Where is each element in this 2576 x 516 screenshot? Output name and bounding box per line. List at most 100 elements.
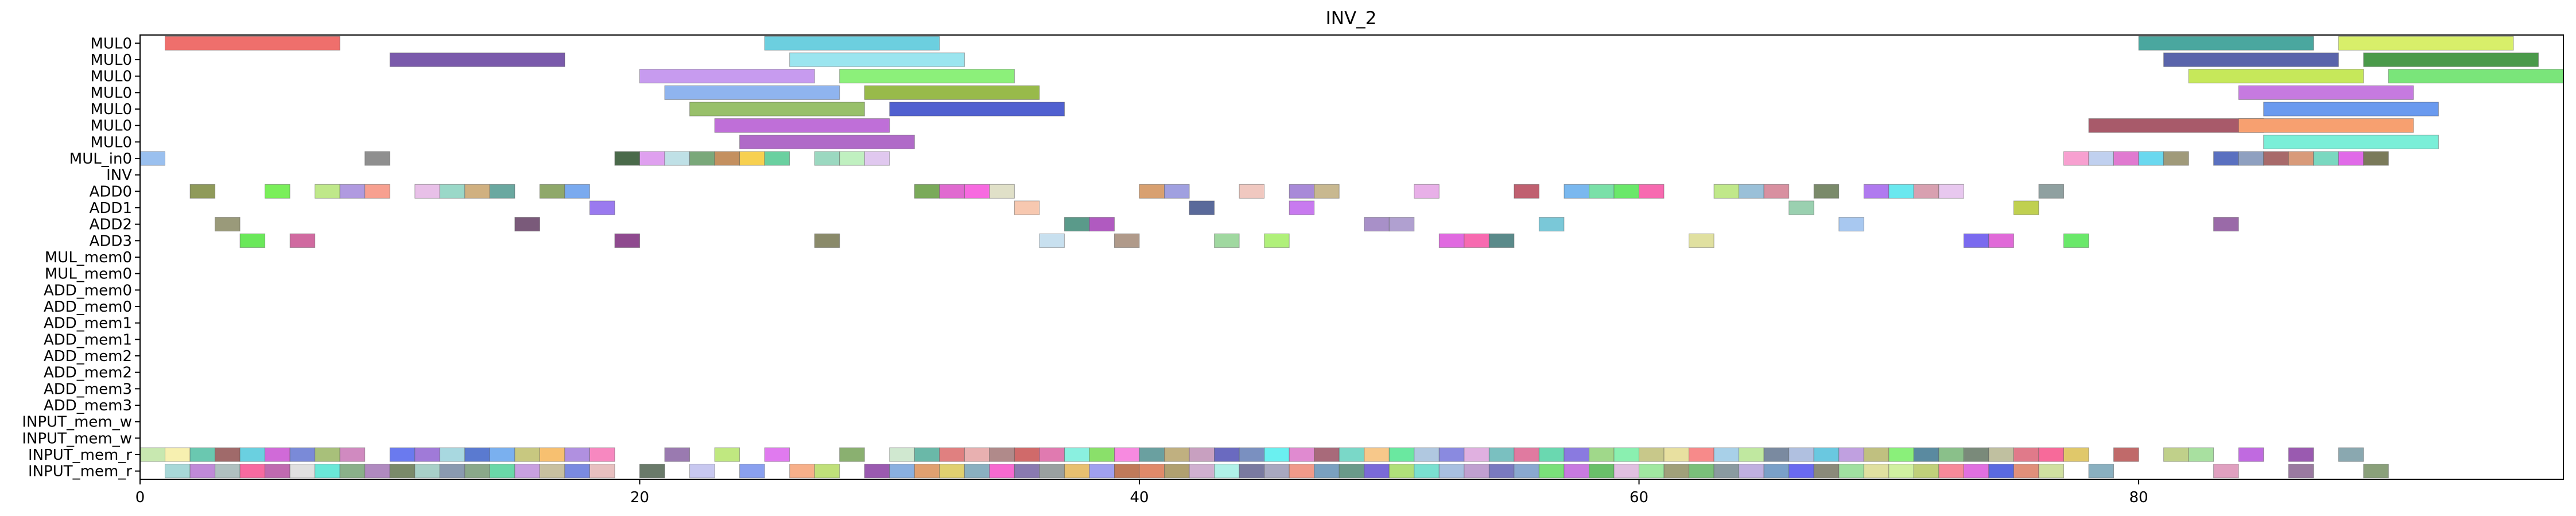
- task-bar: [564, 447, 590, 462]
- task-bar: [1888, 184, 1914, 199]
- y-tick-label: ADD_mem2: [44, 364, 132, 382]
- y-tick-label: ADD_mem1: [44, 315, 132, 332]
- task-bar: [2338, 447, 2364, 462]
- task-bar: [1863, 464, 1890, 479]
- task-bar: [1988, 464, 2014, 479]
- task-bar: [2263, 134, 2439, 149]
- task-bar: [964, 464, 990, 479]
- task-bar: [2313, 151, 2339, 166]
- task-bar: [864, 85, 1040, 100]
- task-bar: [1089, 217, 1115, 232]
- task-bar: [789, 464, 815, 479]
- task-bar: [1289, 447, 1315, 462]
- task-bar: [1938, 184, 1964, 199]
- task-bar: [589, 200, 615, 215]
- task-bar: [389, 464, 416, 479]
- task-bar: [2288, 464, 2314, 479]
- task-bar: [2238, 447, 2264, 462]
- task-bar: [539, 464, 565, 479]
- task-bar: [1613, 447, 1639, 462]
- y-tick-label: ADD1: [90, 200, 132, 217]
- task-bar: [839, 151, 865, 166]
- task-bar: [714, 118, 890, 133]
- task-bar: [165, 464, 191, 479]
- task-bar: [1264, 464, 1290, 479]
- task-bar: [2088, 118, 2264, 133]
- task-bar: [1963, 464, 1989, 479]
- task-bar: [139, 151, 165, 166]
- task-bar: [1364, 447, 1390, 462]
- task-bar: [1014, 447, 1040, 462]
- task-bar: [1838, 217, 1864, 232]
- task-bar: [2188, 69, 2364, 84]
- task-bar: [215, 464, 240, 479]
- task-bar: [2038, 447, 2064, 462]
- task-bar: [939, 464, 965, 479]
- task-bar: [1388, 447, 1415, 462]
- task-bar: [1139, 464, 1165, 479]
- task-bar: [1089, 447, 1115, 462]
- task-bar: [1239, 447, 1265, 462]
- task-bar: [2363, 52, 2539, 67]
- task-bar: [514, 464, 540, 479]
- task-bar: [1613, 184, 1639, 199]
- task-bar: [1863, 447, 1890, 462]
- task-bar: [1689, 233, 1714, 248]
- task-bar: [215, 447, 240, 462]
- task-bar: [1289, 200, 1315, 215]
- task-bar: [539, 447, 565, 462]
- task-bar: [739, 134, 915, 149]
- task-bar: [1538, 217, 1565, 232]
- task-bar: [464, 447, 490, 462]
- task-bar: [239, 447, 266, 462]
- task-bar: [1114, 233, 1140, 248]
- task-bar: [1514, 464, 1539, 479]
- task-bar: [1164, 447, 1190, 462]
- task-bar: [839, 447, 865, 462]
- task-bar: [2263, 102, 2439, 117]
- task-bar: [1538, 447, 1565, 462]
- task-bar: [1289, 184, 1315, 199]
- task-bar: [864, 151, 890, 166]
- task-bar: [1639, 464, 1665, 479]
- task-bar: [1214, 464, 1240, 479]
- y-tick-label: ADD_mem2: [44, 348, 132, 365]
- task-bar: [1014, 464, 1040, 479]
- task-bar: [2238, 85, 2414, 100]
- task-bar: [2088, 464, 2114, 479]
- task-bar: [764, 151, 790, 166]
- task-bar: [764, 447, 790, 462]
- task-bar: [439, 184, 465, 199]
- task-bar: [1838, 464, 1864, 479]
- task-bar: [2038, 184, 2064, 199]
- task-bar: [1189, 200, 1215, 215]
- task-bar: [1963, 447, 1989, 462]
- task-bar: [689, 102, 865, 117]
- task-bar: [1613, 464, 1639, 479]
- task-bar: [2013, 200, 2039, 215]
- task-bar: [714, 447, 740, 462]
- task-bar: [939, 184, 965, 199]
- task-bar: [489, 184, 515, 199]
- task-bar: [814, 151, 840, 166]
- task-bar: [1739, 184, 1764, 199]
- y-tick-label: MUL0: [91, 84, 133, 102]
- task-bar: [2338, 151, 2364, 166]
- y-tick-label: MUL0: [91, 101, 133, 118]
- task-bar: [2263, 151, 2289, 166]
- task-bar: [2163, 52, 2339, 67]
- task-bar: [464, 464, 490, 479]
- task-bar: [339, 184, 366, 199]
- task-bar: [1164, 464, 1190, 479]
- task-bar: [814, 464, 840, 479]
- y-tick-label: ADD_mem0: [44, 282, 132, 299]
- task-bar: [2163, 447, 2189, 462]
- task-bar: [1339, 464, 1365, 479]
- task-bar: [389, 52, 565, 67]
- task-bar: [1589, 447, 1615, 462]
- x-tick-label: 80: [2129, 489, 2148, 506]
- task-bar: [1813, 184, 1840, 199]
- task-bar: [2113, 447, 2139, 462]
- task-bar: [1913, 464, 1939, 479]
